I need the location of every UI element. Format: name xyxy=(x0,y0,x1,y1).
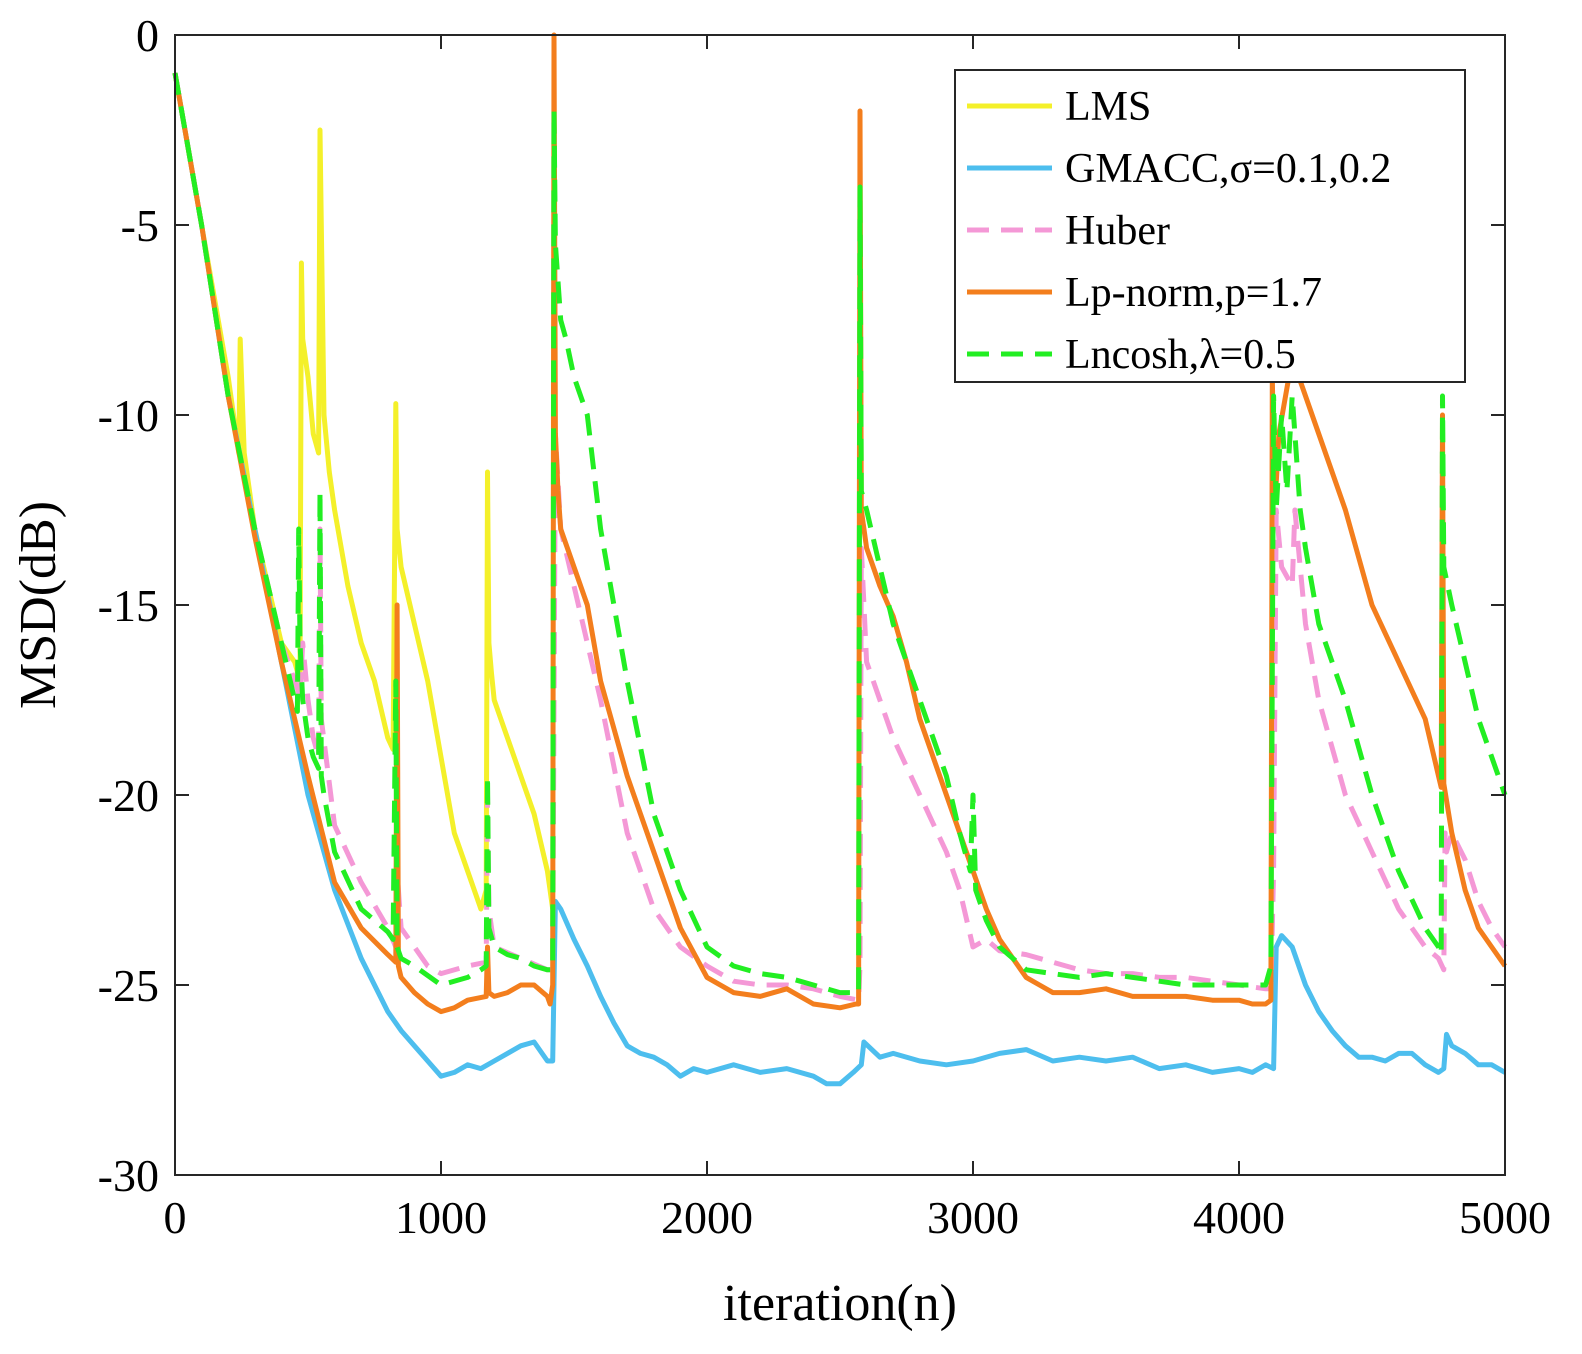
y-tick-label: -10 xyxy=(98,390,159,441)
y-tick-label: -30 xyxy=(98,1150,159,1201)
y-tick-label: -20 xyxy=(98,770,159,821)
y-axis-label: MSD(dB) xyxy=(10,501,67,709)
legend-entry-label: Lp-norm,p=1.7 xyxy=(1065,270,1322,316)
x-tick-label: 4000 xyxy=(1193,1192,1285,1243)
series-line-2 xyxy=(172,72,1507,1087)
legend-entry-label: Huber xyxy=(1065,208,1170,254)
ticks-layer: 0 1000 2000 3000 4000 5000 0 -5 -10 -15 -20 -25 -30 xyxy=(98,10,1551,1243)
x-tick-label: 0 xyxy=(164,1192,187,1243)
x-tick-label: 3000 xyxy=(927,1192,1019,1243)
series-line-5 xyxy=(172,72,1508,996)
legend: LMS GMACC,σ=0.1,0.2 Huber Lp-norm,p=1.7 Lnco… xyxy=(954,69,1466,383)
legend-entry-label: LMS xyxy=(1065,84,1151,130)
plot-frame xyxy=(174,34,1506,1176)
x-tick-label: 2000 xyxy=(661,1192,753,1243)
legend-entry-label: Lncosh,λ=0.5 xyxy=(1065,332,1296,378)
legend-entry-label: GMACC,σ=0.1,0.2 xyxy=(1065,146,1391,192)
x-axis-label: iteration(n) xyxy=(723,1275,957,1332)
series-line-3 xyxy=(172,72,1508,1003)
y-tick-label: -25 xyxy=(98,960,159,1011)
y-tick-label: -15 xyxy=(98,580,159,631)
y-tick-label: -5 xyxy=(121,200,159,251)
x-tick-label: 1000 xyxy=(395,1192,487,1243)
legend-box xyxy=(954,69,1466,383)
x-tick-label: 5000 xyxy=(1459,1192,1551,1243)
y-tick-label: 0 xyxy=(136,10,159,61)
